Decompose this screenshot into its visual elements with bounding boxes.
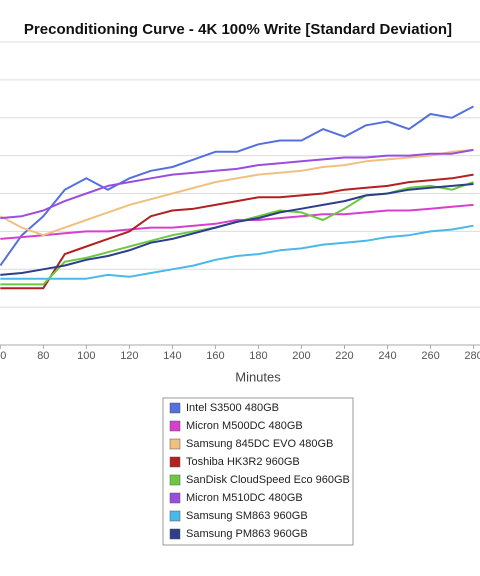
x-tick-label: 220 — [335, 350, 353, 362]
legend-swatch — [169, 528, 181, 540]
legend-label: Intel S3500 480GB — [186, 402, 279, 414]
x-tick-label: 120 — [120, 350, 138, 362]
legend-label: SanDisk CloudSpeed Eco 960GB — [186, 474, 350, 486]
legend-label: Micron M510DC 480GB — [186, 492, 303, 504]
series-line — [0, 148, 474, 237]
chart-title: Preconditioning Curve - 4K 100% Write [S… — [24, 21, 452, 38]
legend-swatch — [169, 438, 181, 450]
legend-swatch — [169, 474, 181, 486]
x-tick-label: 240 — [378, 350, 396, 362]
legend-swatch — [169, 510, 181, 522]
legend-label: Samsung PM863 960GB — [186, 528, 308, 540]
x-tick-label: 260 — [421, 350, 439, 362]
legend-box — [162, 397, 354, 546]
legend-swatch — [169, 492, 181, 504]
x-tick-label: 100 — [77, 350, 95, 362]
legend-label: Samsung 845DC EVO 480GB — [186, 438, 333, 450]
x-tick-label: 60 — [0, 350, 6, 362]
legend-label: Toshiba HK3R2 960GB — [186, 456, 300, 468]
series-line — [0, 173, 474, 290]
legend-label: Samsung SM863 960GB — [186, 510, 308, 522]
x-tick-label: 280 — [464, 350, 480, 362]
series-line — [0, 105, 474, 267]
x-tick-label: 160 — [206, 350, 224, 362]
legend-label: Micron M500DC 480GB — [186, 420, 303, 432]
series-line — [0, 203, 474, 240]
x-tick-label: 200 — [292, 350, 310, 362]
series-line — [0, 183, 474, 276]
x-tick-label: 140 — [163, 350, 181, 362]
x-tick-label: 180 — [249, 350, 267, 362]
x-axis-title: Minutes — [235, 369, 281, 384]
series-line — [0, 224, 474, 280]
legend-swatch — [169, 402, 181, 414]
legend-swatch — [169, 456, 181, 468]
series-line — [0, 148, 474, 220]
legend-swatch — [169, 420, 181, 432]
x-tick-label: 80 — [37, 350, 49, 362]
